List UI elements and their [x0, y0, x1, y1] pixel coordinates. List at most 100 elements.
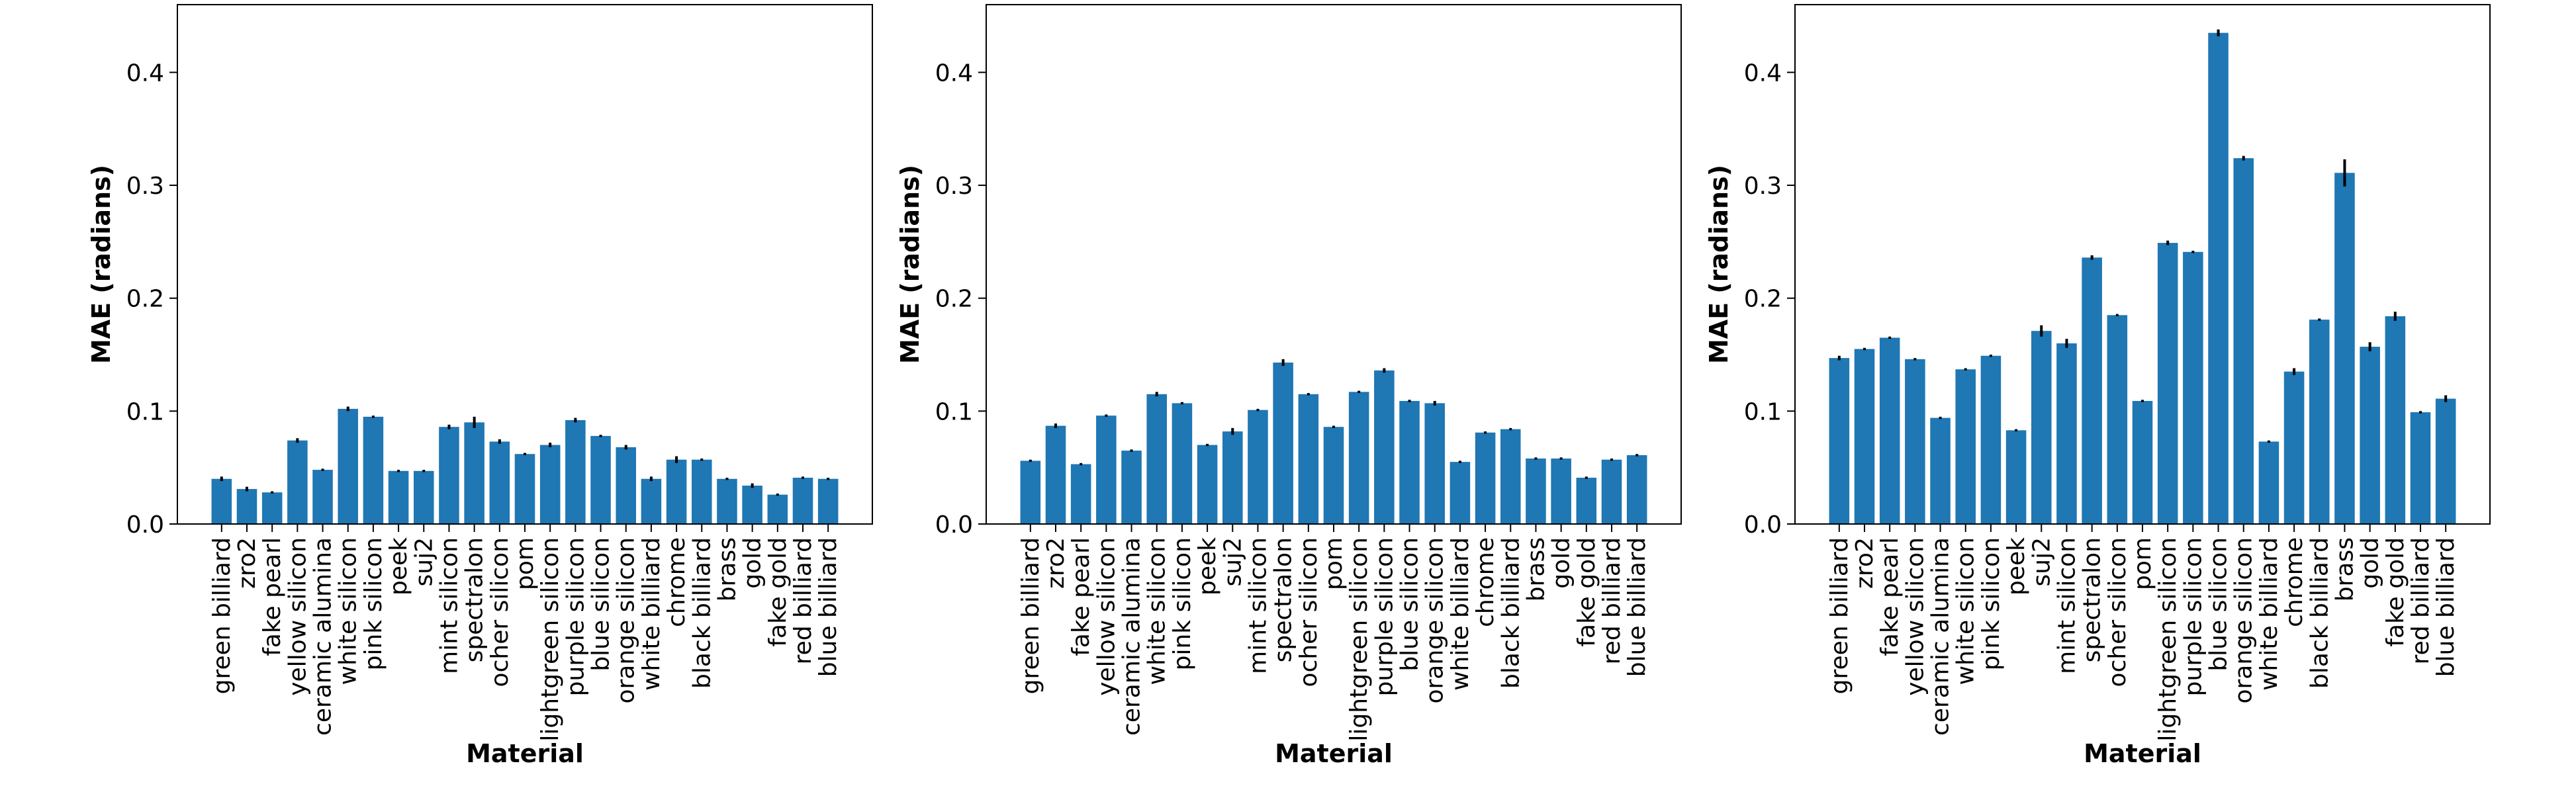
y-axis-title: MAE (radians)	[1704, 165, 1733, 364]
bar	[1172, 403, 1193, 524]
bar	[1121, 451, 1142, 524]
bar	[767, 494, 788, 524]
y-tick-label: 0.4	[126, 60, 164, 87]
bar	[414, 470, 434, 524]
x-tick-label: pom	[2129, 537, 2156, 590]
x-tick-label: ceramic alumina	[1927, 537, 1955, 736]
bar	[616, 447, 636, 524]
bar	[1551, 459, 1571, 524]
x-tick-label: pom	[1320, 537, 1348, 590]
bar	[439, 427, 459, 524]
bar	[1930, 417, 1951, 524]
bar	[1273, 362, 1293, 524]
x-tick-label: fake gold	[2382, 537, 2409, 647]
x-tick-label: black billiard	[1497, 537, 1524, 689]
x-tick-label: white silicon	[1953, 537, 1980, 685]
bar	[1323, 427, 1344, 524]
x-tick-label: green billiard	[208, 537, 236, 694]
x-tick-label: spectralon	[1270, 537, 1297, 662]
bar	[1348, 392, 1369, 524]
x-tick-label: gold	[1548, 537, 1575, 589]
bar	[2258, 441, 2279, 524]
bar	[388, 470, 409, 524]
bar	[338, 408, 358, 524]
x-tick-label: lightgreen silicon	[2154, 537, 2182, 742]
x-tick-label: purple silicon	[562, 537, 589, 696]
y-tick-label: 0.0	[1744, 511, 1782, 539]
y-tick-label: 0.4	[935, 60, 973, 87]
x-tick-label: mint silicon	[436, 537, 463, 674]
x-axis-title: Material	[466, 739, 584, 768]
y-tick-label: 0.1	[126, 398, 164, 425]
x-tick-label: gold	[2357, 537, 2384, 589]
bar	[1045, 425, 1066, 524]
x-tick-label: blue billiard	[2432, 537, 2460, 677]
bar	[1980, 355, 2001, 524]
bar	[1146, 394, 1167, 524]
x-tick-label: orange silicon	[613, 537, 640, 704]
bar	[312, 470, 333, 524]
x-tick-label: black billiard	[2306, 537, 2333, 689]
x-tick-label: white silicon	[1144, 537, 1171, 685]
x-tick-label: chrome	[1472, 537, 1499, 627]
x-tick-label: yellow silicon	[284, 537, 311, 696]
bar	[1626, 455, 1647, 524]
x-tick-label: black billiard	[688, 537, 715, 689]
x-tick-label: green billiard	[1826, 537, 1853, 694]
bar	[2208, 32, 2229, 525]
bar	[1424, 403, 1445, 524]
x-tick-label: pink silicon	[1978, 537, 2005, 670]
x-tick-label: zro2	[234, 537, 261, 589]
x-tick-label: ocher silicon	[486, 537, 514, 687]
bar	[1070, 464, 1091, 524]
x-tick-label: blue billiard	[815, 537, 842, 677]
y-tick-label: 0.3	[935, 173, 973, 200]
bar	[1879, 337, 1900, 524]
x-tick-label: white billiard	[638, 537, 665, 691]
bar	[363, 416, 384, 524]
x-tick-label: purple silicon	[2180, 537, 2207, 696]
x-tick-label: peek	[385, 537, 412, 595]
x-tick-label: lightgreen silicon	[1346, 537, 1373, 742]
y-tick-label: 0.0	[935, 511, 973, 539]
bar	[1601, 459, 1622, 524]
bar	[539, 445, 561, 524]
bar	[2031, 331, 2052, 524]
bar	[565, 420, 586, 524]
bar	[1197, 445, 1218, 524]
bar	[1399, 400, 1420, 524]
y-tick-label: 0.3	[126, 173, 164, 200]
bar	[742, 485, 762, 524]
y-tick-label: 0.2	[1744, 286, 1782, 313]
y-axis-title: MAE (radians)	[87, 165, 116, 364]
bar	[2309, 320, 2330, 524]
x-tick-label: yellow silicon	[1902, 537, 1929, 696]
x-tick-label: gold	[739, 537, 766, 589]
x-tick-label: blue silicon	[1397, 537, 1424, 672]
x-tick-label: red billiard	[1598, 537, 1626, 664]
x-tick-label: lightgreen silicon	[537, 537, 564, 742]
x-tick-label: ocher silicon	[2104, 537, 2131, 687]
x-tick-label: spectralon	[461, 537, 488, 662]
x-tick-label: white billiard	[1447, 537, 1474, 691]
x-tick-label: zro2	[1042, 537, 1070, 589]
bar	[1298, 394, 1319, 524]
x-tick-label: peek	[1194, 537, 1221, 595]
x-tick-label: ceramic alumina	[310, 537, 337, 736]
bar	[2157, 243, 2178, 524]
bar	[717, 478, 737, 524]
bar	[1854, 349, 1875, 524]
bar	[1475, 432, 1496, 524]
bar	[692, 459, 712, 524]
x-tick-label: pink silicon	[360, 537, 387, 670]
y-tick-label: 0.2	[126, 286, 164, 313]
x-tick-label: suj2	[410, 537, 437, 586]
x-tick-label: ocher silicon	[1295, 537, 1322, 687]
x-tick-label: red billiard	[790, 537, 817, 664]
bar	[1905, 359, 1925, 524]
x-tick-label: brass	[713, 537, 741, 601]
